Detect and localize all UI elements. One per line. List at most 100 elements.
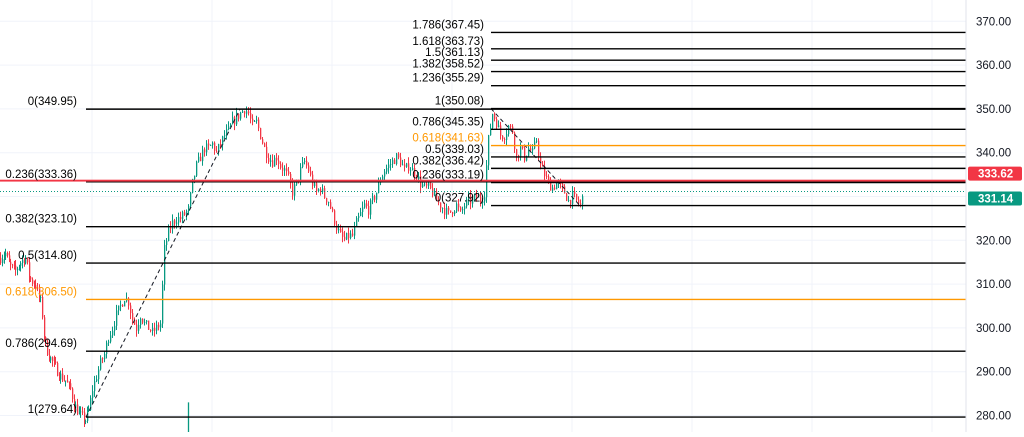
candle-body — [252, 118, 254, 122]
candle-body — [246, 111, 248, 114]
candle-body — [576, 194, 578, 200]
candle-body — [170, 226, 172, 229]
candle-body — [50, 357, 52, 361]
candle-body — [47, 341, 49, 356]
candle-body — [242, 111, 244, 113]
candle-body — [100, 358, 102, 370]
candle-body — [482, 201, 484, 204]
y-tick-label: 350.00 — [976, 104, 1011, 116]
candle-body — [358, 215, 360, 219]
candle-body — [418, 176, 420, 179]
candle-body — [138, 324, 140, 331]
candle-body — [422, 184, 424, 187]
candle-body — [316, 183, 318, 192]
candle-body — [146, 320, 148, 322]
candle-body — [566, 193, 568, 201]
candle-body — [340, 228, 342, 233]
candle-body — [140, 318, 142, 325]
candle-body — [57, 363, 59, 376]
candle-body — [188, 206, 190, 211]
candle-body — [372, 196, 374, 201]
candle-body — [348, 232, 350, 238]
candle-body — [490, 127, 492, 136]
candle-body — [550, 180, 552, 191]
fib-left-level-label: 0.618(306.50) — [5, 286, 77, 298]
fib-right-level-label: 1.618(363.73) — [412, 36, 484, 48]
candle-body — [186, 210, 188, 215]
candle-body — [30, 276, 32, 280]
candle-body — [44, 317, 46, 337]
candle-body — [354, 226, 356, 236]
candle-body — [370, 200, 372, 215]
candle-body — [230, 124, 232, 127]
candle-body — [248, 111, 250, 114]
candle-body — [368, 206, 370, 215]
candle-body — [98, 369, 100, 380]
candle-body — [328, 202, 330, 203]
candle-body — [260, 128, 262, 140]
candle-body — [560, 182, 562, 184]
candle-body — [574, 191, 576, 195]
candle-body — [9, 255, 11, 262]
price-axis[interactable]: 370.00360.00350.00340.00330.00320.00310.… — [965, 0, 1022, 432]
fib-layer[interactable] — [0, 31, 966, 418]
candle-body — [110, 335, 112, 342]
candle-body — [190, 192, 192, 207]
candle-body — [580, 203, 582, 205]
candle-body — [542, 164, 544, 167]
candle-body — [264, 143, 266, 147]
candle-body — [72, 388, 74, 400]
candle-body — [200, 156, 202, 162]
candle-body — [448, 207, 450, 211]
candle-body — [270, 160, 272, 162]
candle-body — [39, 287, 41, 298]
candle-body — [27, 257, 29, 263]
candle-body — [256, 119, 258, 122]
candle-body — [164, 245, 166, 285]
candle-body — [132, 313, 134, 320]
candle-body — [582, 196, 584, 205]
candle-body — [59, 375, 61, 380]
y-tick-label: 290.00 — [976, 367, 1011, 379]
fib-trend-line-left[interactable] — [85, 108, 241, 418]
candle-body — [168, 226, 170, 241]
candle-body — [324, 188, 326, 199]
candle-body — [332, 208, 334, 211]
candle-body — [176, 222, 178, 224]
candle-body — [162, 284, 164, 324]
candle-body — [532, 148, 534, 151]
current-price-badge[interactable] — [968, 191, 1022, 206]
candle-body — [112, 330, 114, 336]
candle-body — [346, 232, 348, 240]
candle-body — [410, 170, 412, 172]
candle-body — [222, 136, 224, 145]
candle-body — [67, 380, 69, 383]
candle-body — [120, 304, 122, 306]
candle-body — [70, 383, 72, 389]
candle-body — [360, 212, 362, 216]
candle-body — [462, 209, 464, 211]
candle-body — [330, 202, 332, 209]
candle-body — [208, 143, 210, 146]
candle-body — [530, 148, 532, 151]
candle-body — [468, 195, 470, 200]
candle-body — [106, 342, 108, 354]
price-badge-label: 331.14 — [978, 194, 1014, 206]
fib-right-level-label: 0(327.92) — [435, 193, 484, 205]
candle-body — [376, 192, 378, 200]
last-price-badge[interactable] — [968, 166, 1022, 181]
fib-right-level-label: 1.786(367.45) — [412, 19, 484, 31]
y-tick-label: 320.00 — [976, 235, 1011, 247]
fib-right-level-label: 0.786(345.35) — [412, 116, 484, 128]
candle-body — [45, 336, 47, 342]
candle-body — [434, 191, 436, 196]
candle-body — [87, 409, 89, 421]
candle-body — [338, 228, 340, 231]
candle-body — [29, 262, 31, 277]
candle-body — [65, 380, 67, 382]
candle-body — [150, 329, 152, 331]
candle-body — [400, 157, 402, 166]
candle-body — [554, 187, 556, 190]
